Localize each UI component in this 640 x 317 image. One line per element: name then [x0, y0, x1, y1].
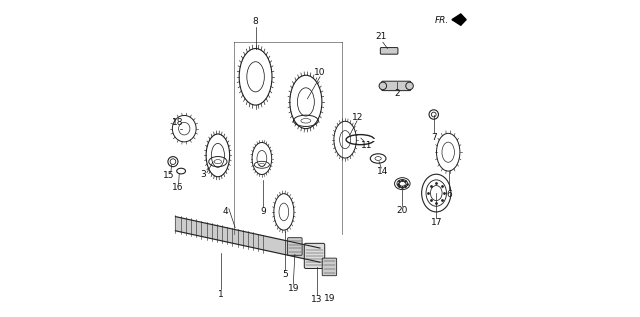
- Text: 19: 19: [287, 284, 299, 294]
- Polygon shape: [452, 20, 466, 25]
- Text: 10: 10: [314, 68, 326, 77]
- Text: 11: 11: [361, 141, 372, 150]
- FancyBboxPatch shape: [287, 238, 302, 255]
- Text: 14: 14: [376, 167, 388, 176]
- Text: 15: 15: [163, 171, 174, 180]
- Circle shape: [406, 82, 413, 90]
- FancyBboxPatch shape: [380, 48, 398, 54]
- Text: 1: 1: [218, 290, 224, 299]
- FancyBboxPatch shape: [322, 258, 337, 276]
- Text: 20: 20: [397, 206, 408, 215]
- Text: 2: 2: [394, 89, 400, 98]
- Text: 19: 19: [324, 294, 336, 303]
- Text: 4: 4: [223, 207, 228, 217]
- Text: 3: 3: [200, 170, 206, 179]
- Text: 6: 6: [446, 190, 452, 199]
- Text: 5: 5: [283, 270, 288, 279]
- Polygon shape: [452, 14, 466, 20]
- Text: 12: 12: [352, 113, 364, 121]
- Text: 13: 13: [311, 295, 323, 304]
- Text: 21: 21: [376, 32, 387, 41]
- Text: 8: 8: [253, 17, 259, 26]
- Text: 17: 17: [431, 218, 442, 227]
- Text: 16: 16: [172, 183, 184, 192]
- Polygon shape: [175, 217, 320, 262]
- FancyBboxPatch shape: [304, 243, 324, 268]
- Text: FR.: FR.: [435, 16, 449, 25]
- Circle shape: [379, 82, 387, 90]
- FancyBboxPatch shape: [381, 81, 411, 91]
- Text: 7: 7: [431, 133, 436, 142]
- Text: 9: 9: [260, 207, 266, 217]
- Text: 18: 18: [172, 118, 184, 127]
